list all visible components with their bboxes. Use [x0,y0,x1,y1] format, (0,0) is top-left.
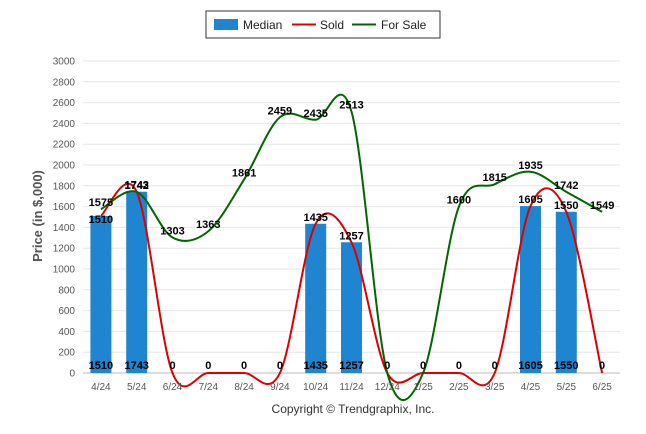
for-sale-value-label: 1815 [482,172,506,184]
y-tick-label: 1000 [53,265,76,276]
y-axis-ticks: 0 200 400 600 800 1000 1200 1400 1600 1800 2000 220… [53,57,76,380]
median-value-label: 0 [420,360,426,372]
median-value-label: 0 [456,360,462,372]
median-bar [126,191,148,373]
for-sale-value-label: 1549 [590,200,614,212]
median-value-label: 0 [492,360,498,372]
x-tick-label: 6/25 [592,382,612,393]
median-bars [90,191,577,373]
sold-line [100,182,604,388]
y-tick-label: 1600 [53,202,76,213]
legend-label-for-sale: For Sale [381,18,427,32]
x-tick-label: 8/24 [234,382,254,393]
median-bar [555,211,577,373]
median-value-label: 0 [599,360,605,372]
x-tick-label: 4/24 [91,382,111,393]
median-value-label: 1605 [518,360,542,372]
x-tick-label: 6/24 [163,382,183,393]
y-tick-label: 400 [58,327,75,338]
y-tick-label: 2600 [53,98,76,109]
median-value-label: 1257 [339,360,363,372]
x-axis-ticks: 4/24 5/24 6/24 7/24 8/24 9/24 10/24 11/24 12/24 1… [91,382,612,393]
for-sale-value-label: 1575 [89,197,113,209]
median-value-label: 0 [205,360,211,372]
y-tick-label: 2400 [53,119,76,130]
x-tick-label: 1/25 [413,382,433,393]
for-sale-value-label: 1742 [554,180,578,192]
median-value-label: 0 [241,360,247,372]
median-value-label: 0 [384,360,390,372]
sold-value-label: 1605 [518,194,542,206]
median-bar [520,206,541,373]
legend-swatch-median [214,19,238,30]
y-tick-label: 2000 [53,161,76,172]
y-tick-label: 3000 [53,57,76,68]
y-tick-label: 1400 [53,223,76,234]
y-axis-title: Price (in $,000) [30,170,45,262]
for-sale-value-label: 1303 [160,225,184,237]
x-tick-label: 3/25 [485,382,505,393]
median-value-label: 1510 [89,360,113,372]
x-tick-label: 5/24 [127,382,147,393]
x-tick-label: 11/24 [339,382,364,393]
legend-box [205,10,441,39]
for-sale-value-label: 2459 [268,105,292,117]
for-sale-value-label: 1363 [196,219,220,231]
for-sale-line [100,93,603,401]
y-tick-label: 200 [58,348,75,359]
sold-value-label: 1435 [303,212,327,224]
for-sale-value-label: 1935 [518,160,542,172]
data-labels: 1510 1743 0 0 0 0 1435 1257 0 0 0 0 1605 1550 0 1510 174… [89,100,615,372]
median-bar [90,215,112,373]
median-value-label: 1435 [303,360,327,372]
legend-label-sold: Sold [320,18,344,32]
copyright-credit: Copyright © Trendgraphix, Inc. [272,402,435,416]
x-tick-label: 5/25 [557,382,577,393]
x-tick-label: 12/24 [375,382,400,393]
sold-value-label: 1550 [554,200,578,212]
median-value-label: 0 [277,360,283,372]
legend-label-median: Median [243,18,282,32]
y-tick-label: 1800 [53,181,76,192]
x-tick-label: 2/25 [449,382,469,393]
median-bar [305,223,327,373]
median-value-label: 1743 [124,360,148,372]
y-tick-label: 600 [58,306,75,317]
x-tick-label: 10/24 [303,382,328,393]
y-tick-label: 2800 [53,77,76,88]
x-tick-label: 4/25 [521,382,541,393]
legend: Median Sold For Sale [205,10,441,39]
for-sale-value-label: 1600 [447,195,471,207]
sold-value-label: 1510 [89,214,113,226]
median-bar [341,242,362,373]
for-sale-value-label: 1742 [124,180,148,192]
x-tick-label: 9/24 [270,382,290,393]
for-sale-value-label: 2435 [303,108,327,120]
sold-value-label: 1743 [124,180,148,192]
x-tick-label: 7/24 [199,382,219,393]
sold-value-label: 1257 [339,230,363,242]
median-value-label: 1550 [554,360,578,372]
series-lines [100,93,604,401]
y-tick-label: 2200 [53,140,76,151]
y-tick-label: 800 [58,285,75,296]
for-sale-value-label: 1861 [232,167,256,179]
median-value-label: 0 [169,360,175,372]
y-tick-label: 1200 [53,244,76,255]
for-sale-value-label: 2513 [339,100,363,112]
y-tick-label: 0 [69,369,75,380]
